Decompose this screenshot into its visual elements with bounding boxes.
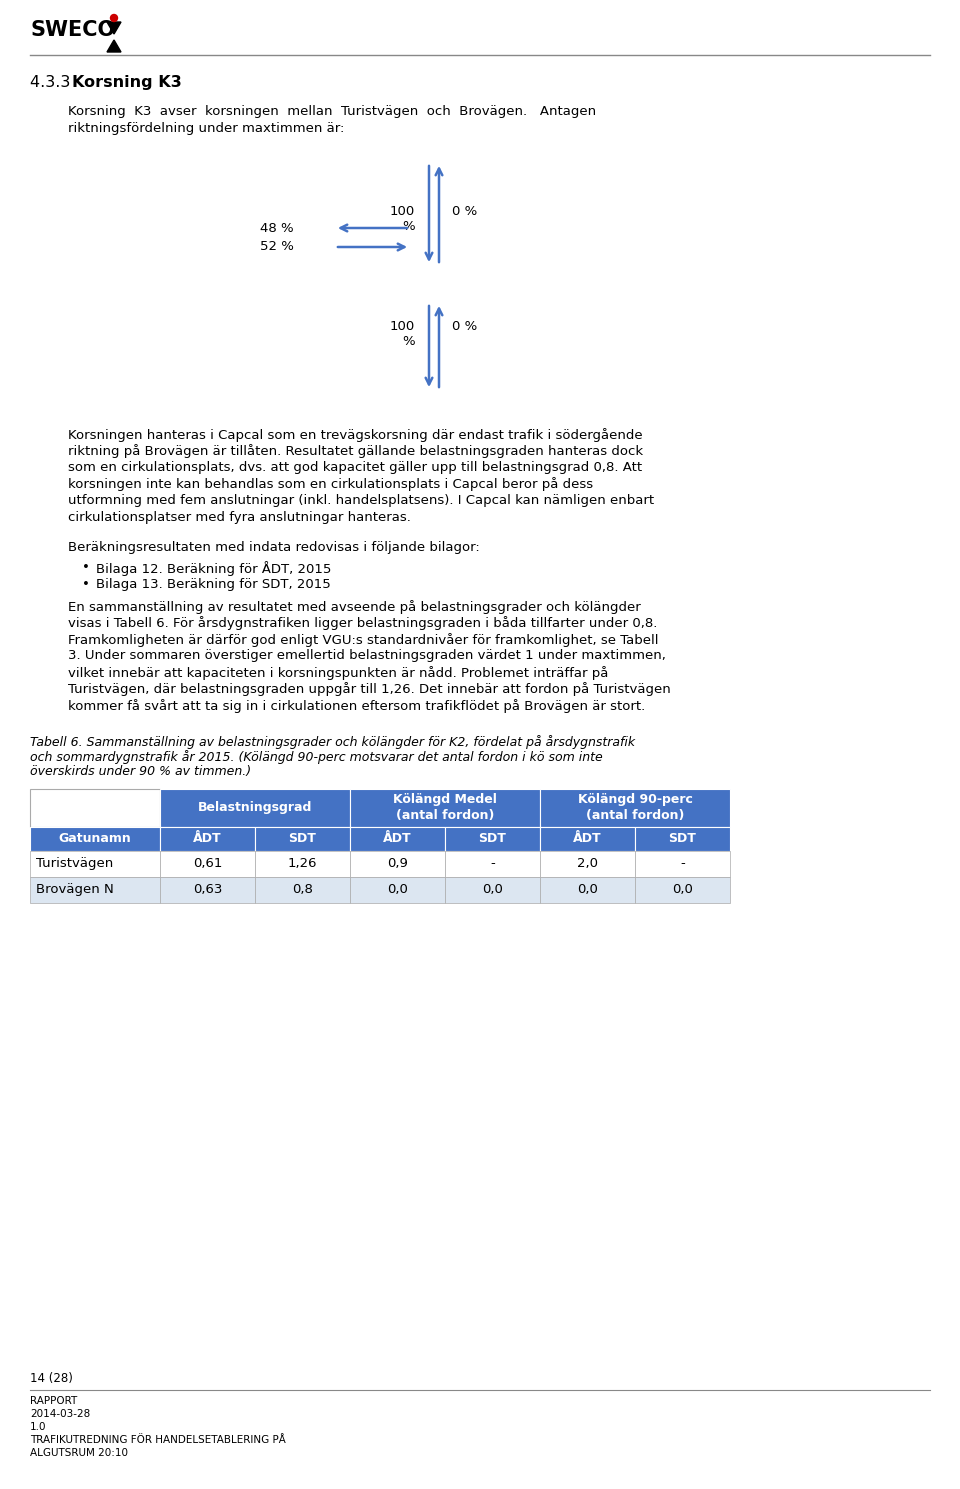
Text: 14 (28): 14 (28) [30,1371,73,1385]
Text: Framkomligheten är därför god enligt VGU:s standardnivåer för framkomlighet, se : Framkomligheten är därför god enligt VGU… [68,633,659,646]
Text: 100
%: 100 % [390,205,415,232]
Text: 0,9: 0,9 [387,858,408,870]
Text: som en cirkulationsplats, dvs. att god kapacitet gäller upp till belastningsgrad: som en cirkulationsplats, dvs. att god k… [68,462,642,474]
Bar [255,877,350,902]
Bar [160,789,350,826]
Text: Beräkningsresultaten med indata redovisas i följande bilagor:: Beräkningsresultaten med indata redovisa… [68,541,480,554]
Text: överskirds under 90 % av timmen.): överskirds under 90 % av timmen.) [30,765,252,779]
Text: och sommardygnstrafik år 2015. (Kölängd 90-perc motsvarar det antal fordon i kö : och sommardygnstrafik år 2015. (Kölängd … [30,750,603,764]
Bar [635,877,730,902]
Text: Turistvägen: Turistvägen [36,858,113,870]
Bar [635,826,730,850]
Text: utformning med fem anslutningar (inkl. handelsplatsens). I Capcal kan nämligen e: utformning med fem anslutningar (inkl. h… [68,494,654,506]
Text: En sammanställning av resultatet med avseende på belastningsgrader och kölängder: En sammanställning av resultatet med avs… [68,600,640,613]
Text: •: • [82,561,90,573]
Text: ÅDT: ÅDT [573,832,602,844]
Text: Korsning  K3  avser  korsningen  mellan  Turistvägen  och  Brovägen.   Antagen: Korsning K3 avser korsningen mellan Turi… [68,106,596,118]
Circle shape [110,15,117,21]
Text: 1.0: 1.0 [30,1422,46,1432]
Text: Kölängd 90-perc
(antal fordon): Kölängd 90-perc (antal fordon) [578,794,692,822]
Text: •: • [82,578,90,591]
Text: RAPPORT: RAPPORT [30,1397,77,1406]
Polygon shape [107,22,121,34]
Text: Bilaga 12. Beräkning för ÅDT, 2015: Bilaga 12. Beräkning för ÅDT, 2015 [96,561,331,576]
Text: 0,0: 0,0 [577,883,598,896]
Text: riktningsfördelning under maxtimmen är:: riktningsfördelning under maxtimmen är: [68,122,345,135]
Bar [445,877,540,902]
Text: vilket innebär att kapaciteten i korsningspunkten är nådd. Problemet inträffar p: vilket innebär att kapaciteten i korsnin… [68,666,609,680]
Text: cirkulationsplatser med fyra anslutningar hanteras.: cirkulationsplatser med fyra anslutninga… [68,511,411,524]
Text: SDT: SDT [479,832,507,844]
Text: 0,0: 0,0 [387,883,408,896]
Bar [540,826,635,850]
Text: 1,26: 1,26 [288,858,317,870]
Text: korsningen inte kan behandlas som en cirkulationsplats i Capcal beror på dess: korsningen inte kan behandlas som en cir… [68,478,593,491]
Text: Turistvägen, där belastningsgraden uppgår till 1,26. Det innebär att fordon på T: Turistvägen, där belastningsgraden uppgå… [68,682,671,697]
Text: Gatunamn: Gatunamn [59,832,132,844]
Bar [255,826,350,850]
Text: 48 %: 48 % [260,222,294,234]
Bar [350,850,445,877]
Text: visas i Tabell 6. För årsdygnstrafiken ligger belastningsgraden i båda tillfarte: visas i Tabell 6. För årsdygnstrafiken l… [68,616,658,630]
Text: ÅDT: ÅDT [383,832,412,844]
Text: 0,63: 0,63 [193,883,222,896]
Polygon shape [107,40,121,52]
Bar [445,826,540,850]
Bar [160,826,255,850]
Text: 2014-03-28: 2014-03-28 [30,1409,90,1419]
Bar [540,850,635,877]
Text: 0,8: 0,8 [292,883,313,896]
Text: kommer få svårt att ta sig in i cirkulationen eftersom trafikflödet på Brovägen : kommer få svårt att ta sig in i cirkulat… [68,698,645,713]
Text: ALGUTSRUM 20:10: ALGUTSRUM 20:10 [30,1447,128,1458]
Text: 3. Under sommaren överstiger emellertid belastningsgraden värdet 1 under maxtimm: 3. Under sommaren överstiger emellertid … [68,649,666,663]
Text: Tabell 6. Sammanställning av belastningsgrader och kölängder för K2, fördelat på: Tabell 6. Sammanställning av belastnings… [30,736,636,749]
Text: 0,61: 0,61 [193,858,222,870]
Text: -: - [680,858,684,870]
Bar [160,877,255,902]
Text: SDT: SDT [668,832,696,844]
Text: 2,0: 2,0 [577,858,598,870]
Text: 100
%: 100 % [390,320,415,348]
Text: ÅDT: ÅDT [193,832,222,844]
Text: SDT: SDT [289,832,317,844]
Bar [350,789,540,826]
Bar [445,850,540,877]
Bar [30,877,160,902]
Bar [540,789,730,826]
Text: Korsningen hanteras i Capcal som en trevägskorsning där endast trafik i södergåe: Korsningen hanteras i Capcal som en trev… [68,427,642,442]
Bar [30,826,160,850]
Bar [160,850,255,877]
Text: Kölängd Medel
(antal fordon): Kölängd Medel (antal fordon) [393,794,497,822]
Text: Korsning K3: Korsning K3 [72,74,181,89]
Bar [30,850,160,877]
Text: 0 %: 0 % [452,205,477,217]
Text: Bilaga 13. Beräkning för SDT, 2015: Bilaga 13. Beräkning för SDT, 2015 [96,578,331,591]
Text: 0,0: 0,0 [482,883,503,896]
Text: 0 %: 0 % [452,320,477,334]
Bar [30,789,160,826]
Text: 52 %: 52 % [260,241,294,253]
Bar [540,877,635,902]
Bar [635,850,730,877]
Bar [350,826,445,850]
Text: SWECO: SWECO [30,19,115,40]
Text: Belastningsgrad: Belastningsgrad [198,801,312,814]
Text: riktning på Brovägen är tillåten. Resultatet gällande belastningsgraden hanteras: riktning på Brovägen är tillåten. Result… [68,445,643,459]
Bar [255,850,350,877]
Text: 4.3.3: 4.3.3 [30,74,76,89]
Bar [350,877,445,902]
Text: TRAFIKUTREDNING FÖR HANDELSETABLERING PÅ: TRAFIKUTREDNING FÖR HANDELSETABLERING PÅ [30,1435,286,1444]
Text: Brovägen N: Brovägen N [36,883,113,896]
Text: 0,0: 0,0 [672,883,693,896]
Text: -: - [491,858,494,870]
